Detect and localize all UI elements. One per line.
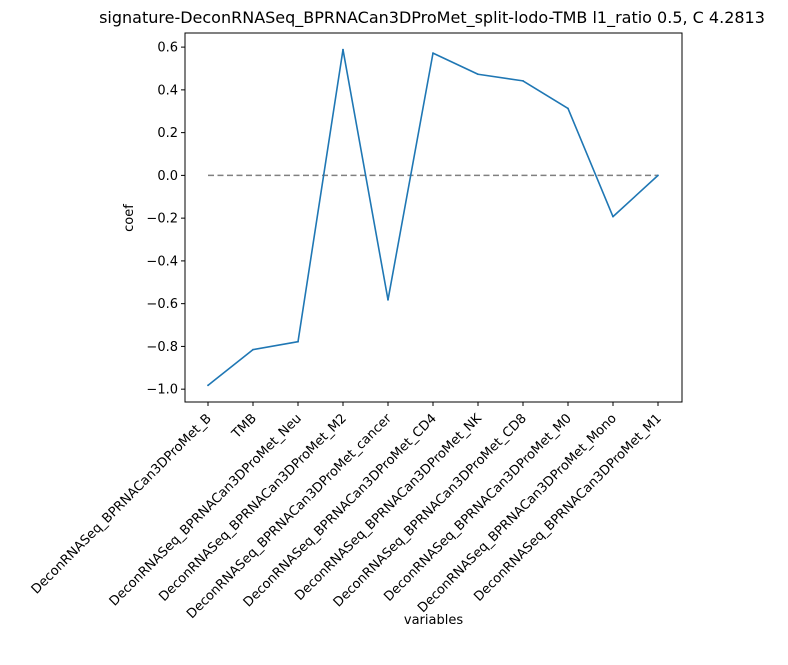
coef-point [207,384,209,387]
plot-area [184,32,683,403]
coef-point [567,107,569,110]
coef-series-line [207,48,659,386]
x-axis: DeconRNASeq_BPRNACan3DProMet_B TMBDeconRN… [29,402,665,622]
y-tick-label: −0.2 [146,212,178,227]
coef-point [522,79,524,82]
y-axis-label: coef [122,204,137,232]
y-tick-label: −0.8 [146,340,178,355]
coef-point [657,174,659,177]
series-layer [207,48,659,387]
coef-point [387,298,389,301]
coef-point [612,215,614,218]
y-axis: −1.0 −0.8 −0.6 −0.4 −0.2 0.0 0.2 0.4 0.6 [146,41,185,398]
y-tick-label: 0.0 [157,169,178,184]
y-tick-label: 0.6 [157,41,178,56]
chart-title: signature-DeconRNASeq_BPRNACan3DProMet_s… [99,8,765,28]
y-tick-label: −0.6 [146,297,178,312]
x-axis-label: variables [404,613,463,628]
coef-point [432,52,434,54]
coef-point [297,340,299,343]
y-tick-label: 0.2 [157,126,178,141]
y-tick-label: 0.4 [157,83,178,98]
coef-point [342,48,344,51]
x-tick-label: DeconRNASeq_BPRNACan3DProMet_cancer [184,411,395,622]
plot-frame [184,32,683,403]
y-tick-label: −1.0 [146,383,178,398]
coef-point [477,73,479,76]
x-tick-label: TMB [229,411,260,442]
coef-point [252,348,254,351]
y-tick-label: −0.4 [146,254,178,269]
